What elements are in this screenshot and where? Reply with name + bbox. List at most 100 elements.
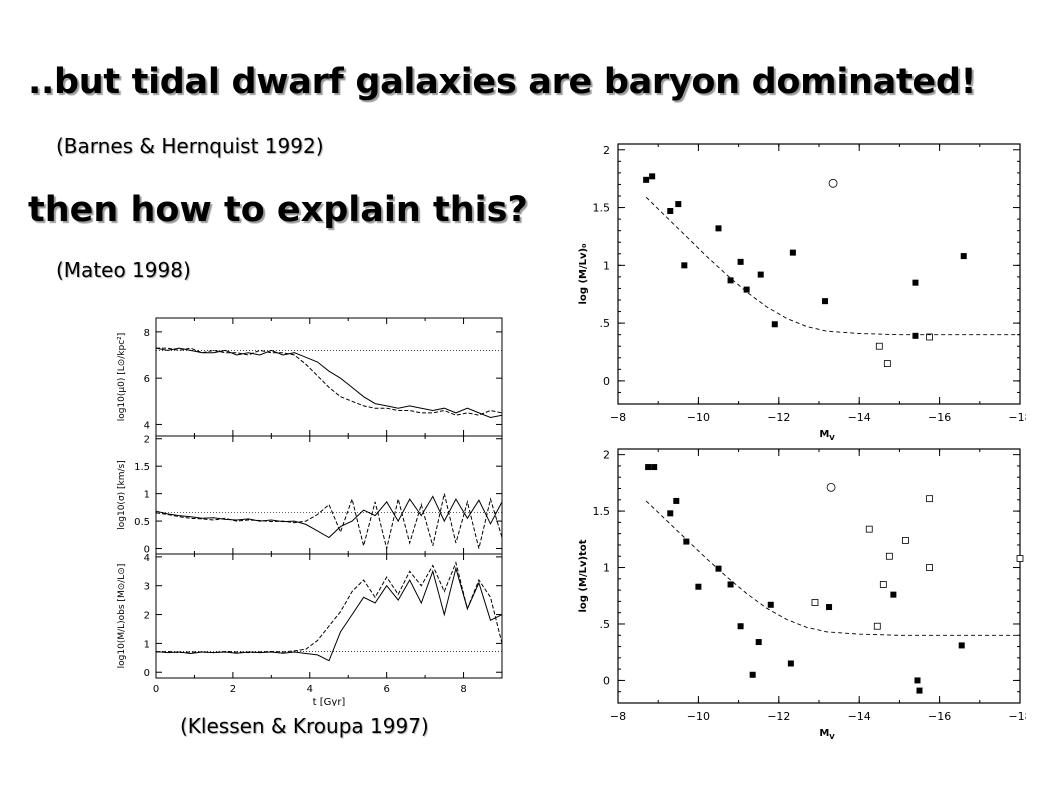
- x-tick-label: −14: [848, 411, 871, 424]
- data-point-open-square: [926, 564, 933, 571]
- data-point-open-square: [811, 599, 819, 606]
- mateo-bottom-chart: −8 −10 −12 −14 −16 −18 0 .5 1 1.5 2 MV log (M/Lv)tot: [578, 448, 1026, 741]
- fit-curve-dashed: [645, 500, 1020, 636]
- x-tick-label: 4: [307, 684, 313, 695]
- slide-title: ..but tidal dwarf galaxies are baryon do…: [28, 62, 977, 102]
- y-axis-label: log (M/Lv)tot: [578, 539, 589, 612]
- series-solid: [155, 566, 503, 662]
- data-point-open-square: [926, 333, 933, 341]
- data-point-open-circle: [828, 178, 838, 188]
- x-tick-label: −12: [767, 710, 790, 723]
- x-axis-label: MV: [819, 728, 835, 741]
- mateo-top-chart: −8 −10 −12 −14 −16 −18 0 .5 1 1.5 2 MV log (M/Lv)₀: [578, 143, 1026, 442]
- panel-frame: [155, 435, 503, 555]
- data-point-filled-square: [757, 271, 764, 278]
- data-point-open-square: [865, 525, 873, 533]
- y-axis-label: log10(μ0) [L⊙/kpc²]: [117, 333, 127, 422]
- citation-mateo: (Mateo 1998): [56, 258, 191, 282]
- plot-frame: [617, 143, 1021, 405]
- citation-klessen-kroupa: (Klessen & Kroupa 1997): [180, 714, 429, 738]
- y-tick-label: 1: [144, 639, 150, 650]
- data-point-filled-square: [958, 642, 965, 649]
- x-tick-label: −10: [687, 710, 710, 723]
- data-point-filled-square: [912, 279, 919, 286]
- data-point-filled-square: [645, 464, 652, 471]
- y-tick-label: 0: [144, 668, 150, 679]
- data-point-filled-square: [789, 249, 796, 256]
- data-point-filled-square: [667, 510, 674, 517]
- panel-frame: [155, 317, 503, 437]
- panel-frame: [155, 553, 503, 679]
- x-tick-label: −8: [610, 411, 626, 424]
- x-tick-label: −12: [767, 411, 790, 424]
- y-tick-label: 2: [603, 144, 610, 157]
- y-tick-label: 4: [144, 420, 150, 431]
- y-tick-label: 2: [144, 611, 150, 622]
- y-tick-label: 0.5: [134, 517, 150, 528]
- data-point-filled-square: [914, 677, 921, 684]
- data-point-filled-square: [890, 591, 897, 598]
- x-tick-label: −10: [687, 411, 710, 424]
- series-dashed: [155, 493, 503, 549]
- y-tick-label: 0: [603, 375, 610, 388]
- y-tick-label: 0: [603, 674, 610, 687]
- data-point-filled-square: [912, 332, 919, 339]
- data-point-open-square: [873, 622, 881, 630]
- data-point-filled-square: [767, 601, 774, 608]
- data-point-open-square: [902, 537, 909, 544]
- series-dashed: [155, 561, 503, 654]
- y-tick-label: 4: [144, 553, 150, 564]
- data-point-filled-square: [787, 660, 794, 667]
- series-solid: [155, 495, 503, 539]
- data-point-filled-square: [683, 538, 690, 545]
- y-tick-label: 1: [603, 259, 610, 272]
- y-tick-label: .5: [600, 317, 611, 330]
- data-point-open-square: [1016, 555, 1024, 562]
- x-tick-label: −8: [610, 710, 626, 723]
- x-axis-label: t [Gyr]: [313, 697, 346, 706]
- y-tick-label: 2: [603, 449, 610, 462]
- x-tick-label: −16: [928, 710, 951, 723]
- data-point-filled-square: [681, 262, 688, 269]
- fit-curve-dashed: [645, 196, 1020, 336]
- x-axis-label: MV: [819, 429, 835, 442]
- data-point-open-square: [875, 342, 883, 350]
- y-tick-label: 1.5: [593, 202, 611, 215]
- data-point-filled-square: [727, 581, 734, 588]
- data-point-filled-square: [643, 176, 650, 183]
- x-tick-label: 8: [460, 684, 466, 695]
- slide-question: then how to explain this?: [28, 190, 528, 230]
- data-point-filled-square: [755, 639, 762, 646]
- data-point-filled-square: [667, 208, 674, 215]
- data-point-open-circle: [826, 482, 836, 492]
- y-tick-label: 3: [144, 582, 150, 593]
- data-point-filled-square: [749, 671, 756, 678]
- data-point-filled-square: [727, 277, 734, 284]
- x-tick-label: 6: [383, 684, 389, 695]
- y-tick-label: 1.5: [134, 462, 150, 473]
- y-tick-label: 0: [144, 545, 150, 556]
- x-tick-label: −18: [1008, 411, 1026, 424]
- data-point-filled-square: [715, 225, 722, 232]
- data-point-filled-square: [916, 687, 923, 694]
- data-point-filled-square: [743, 286, 750, 293]
- series-solid: [155, 347, 503, 419]
- data-point-filled-square: [771, 321, 778, 328]
- data-point-filled-square: [822, 298, 829, 305]
- y-tick-label: 2: [144, 435, 150, 446]
- y-tick-label: 8: [144, 328, 150, 339]
- x-tick-label: −14: [848, 710, 871, 723]
- x-tick-label: 0: [153, 684, 159, 695]
- x-tick-label: −18: [1008, 710, 1026, 723]
- series-dashed: [156, 347, 503, 416]
- y-axis-label: log10(M/L)obs [M⊙/L⊙]: [117, 564, 127, 669]
- y-tick-label: 1: [603, 562, 610, 575]
- y-tick-label: .5: [600, 618, 611, 631]
- data-point-filled-square: [826, 604, 833, 611]
- data-point-open-square: [879, 581, 887, 588]
- data-point-filled-square: [960, 253, 967, 260]
- data-point-filled-square: [695, 583, 702, 590]
- y-tick-label: 1.5: [593, 505, 611, 518]
- data-point-filled-square: [651, 464, 658, 471]
- x-tick-label: −16: [928, 411, 951, 424]
